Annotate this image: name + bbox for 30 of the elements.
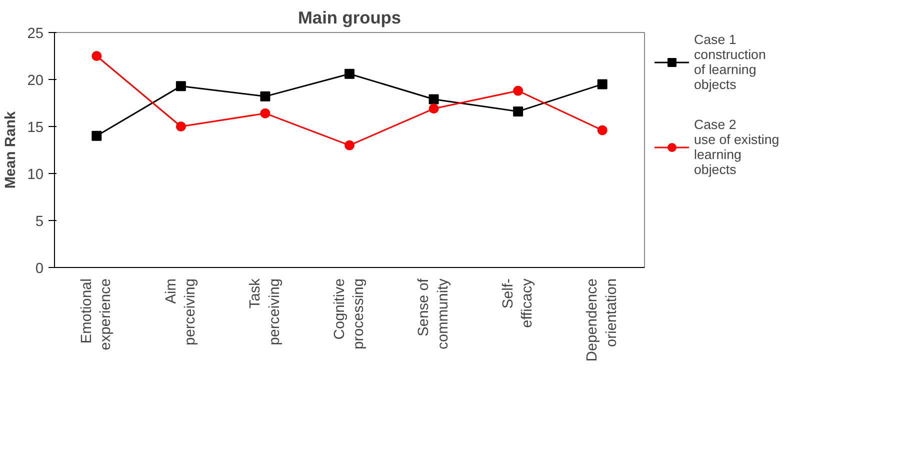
y-axis-title: Mean Rank: [3, 110, 20, 189]
point: [597, 79, 608, 90]
point: [260, 91, 270, 102]
y-tick-label: 25: [27, 26, 44, 42]
point: [260, 108, 270, 118]
point: [176, 122, 186, 132]
point: [344, 68, 354, 79]
point: [428, 104, 439, 114]
x-tick-label: Self- efficacy: [500, 278, 536, 328]
chart-title: Main groups: [298, 8, 402, 28]
point: [513, 86, 524, 96]
point: [176, 81, 186, 92]
point: [513, 106, 524, 116]
legend-label: Case 1 construction of learning objects: [694, 32, 766, 92]
point: [92, 51, 102, 61]
y-tick-label: 0: [35, 261, 44, 277]
y-tick-label: 5: [35, 214, 44, 230]
y-tick-label: 15: [27, 120, 44, 136]
legend-label: Case 2 use of existing learning objects: [694, 117, 780, 177]
x-tick-label: Emotional experience: [79, 278, 114, 350]
x-tick-label: Cognitive processing: [332, 278, 368, 350]
point: [597, 125, 608, 136]
point: [344, 140, 354, 150]
point: [428, 94, 439, 104]
x-tick-label: Sense of community: [416, 278, 452, 350]
x-tick-label: Dependence orientation: [584, 278, 620, 362]
point: [92, 130, 102, 141]
y-tick-label: 20: [27, 73, 44, 89]
x-tick-label: Aim perceiving: [163, 278, 199, 346]
y-tick-label: 10: [27, 167, 44, 183]
